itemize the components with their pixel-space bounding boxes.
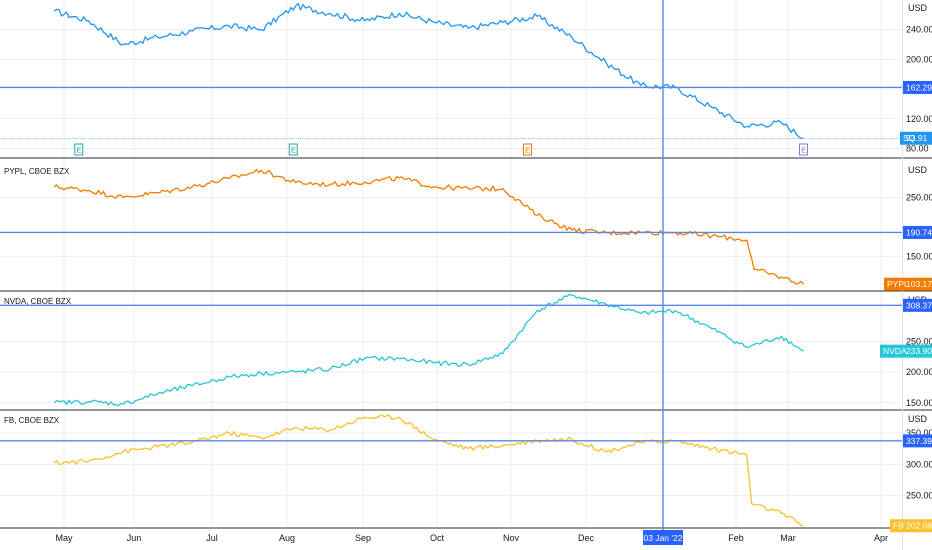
grid-layer [0, 0, 902, 527]
x-tick-apr: Apr [874, 533, 888, 543]
nvda-symbol-label: NVDA [883, 346, 907, 356]
fb-crosshair-value: 337.39 [906, 436, 932, 446]
x-tick-jun: Jun [127, 533, 142, 543]
pypl-last-value-tag[interactable] [884, 277, 932, 291]
currency-label: USD [908, 165, 928, 175]
nvda-crosshair-tag[interactable] [903, 298, 932, 312]
fb-crosshair-tag[interactable] [903, 434, 932, 448]
pypl-last-value: 103.17 [906, 279, 932, 289]
x-tick-nov: Nov [503, 533, 520, 543]
sq-price-line [53, 2, 804, 140]
y-tick-label: 240.00 [906, 25, 932, 35]
x-tick-may: May [55, 533, 73, 543]
earnings-marker-box [74, 143, 84, 156]
nvda-last-value: 233.90 [906, 346, 932, 356]
fb-last-value-tag[interactable] [890, 519, 932, 533]
y-tick-label: 150.00 [906, 398, 932, 408]
sq-last-value-tag[interactable] [900, 131, 932, 145]
pane-labels: PYPL, CBOE BZX NVDA, CBOE BZX FB, CBOE BZX [4, 167, 72, 425]
sq-crosshair-tag[interactable] [903, 80, 932, 94]
y-tick-label: 300.00 [906, 459, 932, 469]
crosshair [0, 0, 902, 530]
sq-crosshair-value: 162.29 [906, 82, 932, 92]
x-tick-jul: Jul [206, 533, 218, 543]
sq-last-value: 93.91 [906, 133, 928, 143]
series-layer [0, 2, 902, 527]
y-tick-label: 250.00 [906, 336, 932, 346]
pypl-crosshair-value: 190.74 [906, 227, 932, 237]
currency-label: USD [908, 414, 928, 424]
crosshair-date-tag[interactable] [643, 530, 683, 545]
pypl-symbol-label: PYPL [887, 279, 909, 289]
x-tick-aug: Aug [279, 533, 295, 543]
fb-price-line [53, 414, 804, 527]
x-tick-sep: Sep [355, 533, 371, 543]
earnings-marker[interactable]: E [799, 143, 808, 156]
nvda-last-value-tag[interactable] [880, 344, 932, 358]
sq-symbol-label: SQ [903, 133, 916, 143]
pypl-price-line [53, 168, 804, 285]
earnings-marker-label: E [525, 146, 530, 155]
fb-symbol-label: FB [893, 521, 904, 531]
earnings-marker-box [288, 143, 298, 156]
y-tick-label: 250.00 [906, 491, 932, 501]
earnings-marker-label: E [76, 146, 81, 155]
earnings-marker-box [522, 143, 532, 156]
nvda-price-line [53, 293, 804, 407]
y-tick-label: 200.00 [906, 367, 932, 377]
y-tick-label: 200.00 [906, 54, 932, 64]
y-tick-label: 80.00 [906, 144, 929, 154]
y-tick-label: 150.00 [906, 252, 932, 262]
fb-pane-label: FB, CBOE BZX [4, 416, 60, 425]
nvda-crosshair-value: 308.37 [906, 300, 932, 310]
time-axis[interactable]: May Jun Jul Aug Sep Oct Nov Dec Feb Mar Apr 03 Jan … [55, 530, 888, 545]
x-tick-mar: Mar [780, 533, 796, 543]
fb-last-value: 202.08 [906, 521, 932, 531]
earnings-marker[interactable]: E [288, 143, 298, 156]
earnings-marker-label: E [801, 146, 806, 155]
y-tick-label: 250.00 [906, 192, 932, 202]
x-tick-feb: Feb [728, 533, 744, 543]
nvda-pane-label: NVDA, CBOE BZX [4, 297, 72, 306]
x-tick-oct: Oct [430, 533, 445, 543]
pypl-pane-label: PYPL, CBOE BZX [4, 167, 70, 176]
earnings-marker-box [799, 143, 808, 156]
earnings-marker[interactable]: E [522, 143, 532, 156]
earnings-marker-label: E [291, 146, 296, 155]
y-tick-label: 120.00 [906, 114, 932, 124]
x-tick-dec: Dec [578, 533, 595, 543]
crosshair-date-label: 03 Jan '22 [644, 533, 683, 543]
pypl-crosshair-tag[interactable] [903, 225, 932, 239]
currency-label: USD [908, 3, 928, 13]
earnings-marker[interactable]: E [74, 143, 84, 156]
y-tick-label: 350.00 [906, 428, 932, 438]
